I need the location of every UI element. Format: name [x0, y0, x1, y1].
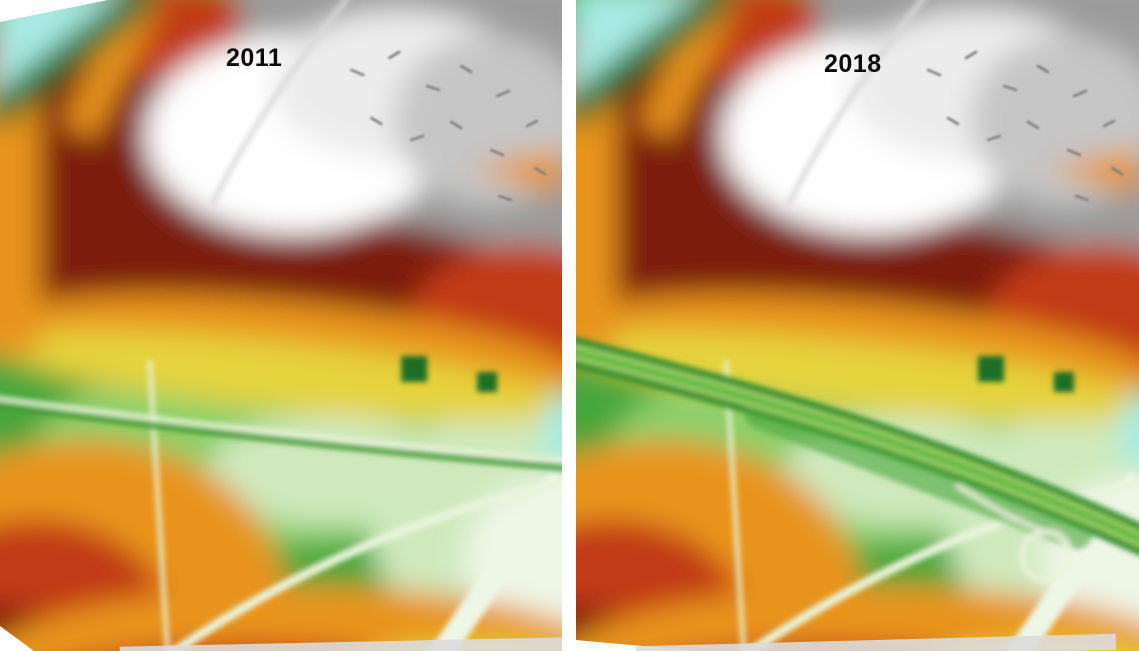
terrain-layer	[0, 0, 562, 651]
dem-panel-2018: 2018	[576, 0, 1139, 651]
year-label: 2011	[226, 44, 283, 72]
image-edge-artifact	[119, 637, 562, 651]
image-edge-artifact	[635, 633, 1117, 651]
elevation-map-2018	[576, 0, 1139, 651]
year-label: 2018	[824, 50, 882, 78]
elevation-map-2011	[0, 0, 562, 651]
terrain-layer	[576, 0, 1139, 651]
dem-panel-2011: 2011	[0, 0, 562, 651]
